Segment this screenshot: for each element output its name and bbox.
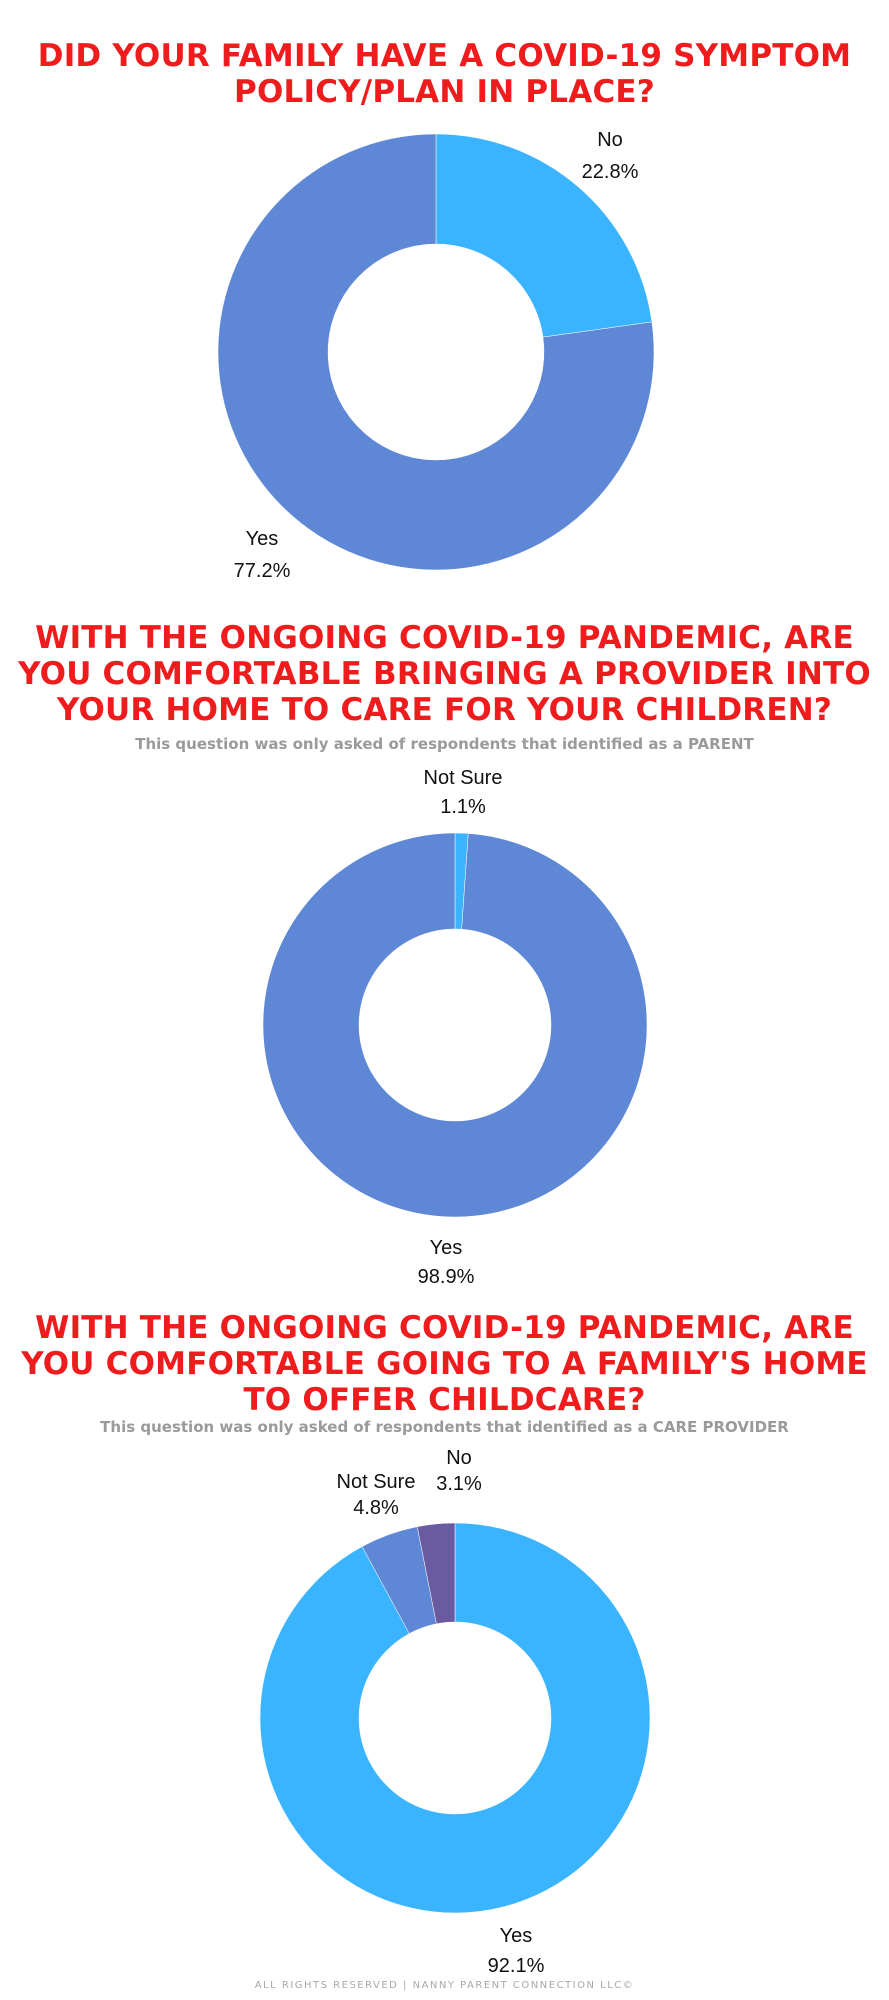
chart-3-slice-yes (259, 1522, 651, 1914)
chart-1-slice-no (435, 133, 653, 338)
chart-2-label-yes: Yes (430, 1237, 463, 1259)
chart-2-value-yes: 98.9% (418, 1266, 475, 1288)
chart-3-slice-no (416, 1522, 456, 1625)
chart-3-label-yes: Yes (500, 1925, 533, 1947)
chart-1-value-yes: 77.2% (234, 560, 291, 582)
chart-3-value-not-sure: 4.8% (353, 1497, 399, 1519)
chart-3-title: WITH THE ONGOING COVID-19 PANDEMIC, ARE … (21, 1310, 868, 1418)
chart-1-slice-yes (217, 133, 655, 571)
chart-1-title: DID YOUR FAMILY HAVE A COVID-19 SYMPTOM … (37, 38, 852, 110)
chart-3-value-no: 3.1% (436, 1473, 482, 1495)
chart-3-label-not-sure: Not Sure (337, 1471, 416, 1493)
chart-3-value-yes: 92.1% (488, 1955, 545, 1977)
chart-2-note: This question was only asked of responde… (135, 735, 754, 753)
chart-2-label-not-sure: Not Sure (424, 767, 503, 789)
chart-2-slice-yes (262, 832, 648, 1218)
chart-2-value-not-sure: 1.1% (440, 796, 486, 818)
chart-1-label-no: No (597, 129, 623, 151)
chart-1-value-no: 22.8% (582, 161, 639, 183)
chart-3-note: This question was only asked of responde… (100, 1418, 789, 1436)
footer-copyright: ALL RIGHTS RESERVED | NANNY PARENT CONNE… (254, 1980, 635, 1991)
chart-2-title: WITH THE ONGOING COVID-19 PANDEMIC, ARE … (18, 620, 871, 728)
chart-3-label-no: No (446, 1447, 472, 1469)
chart-1-label-yes: Yes (246, 528, 279, 550)
